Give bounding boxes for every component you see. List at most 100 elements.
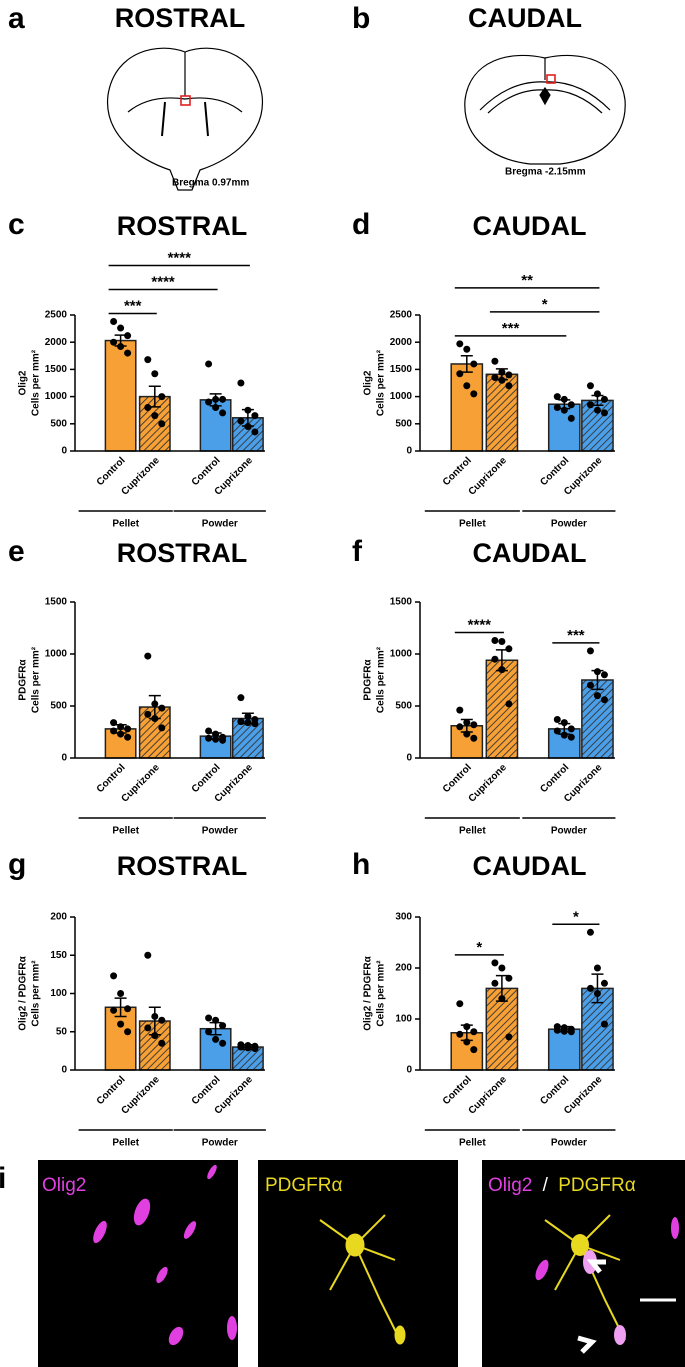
data-point bbox=[463, 1023, 471, 1031]
process bbox=[544, 1214, 626, 1341]
y-tick-label: 500 bbox=[50, 701, 67, 712]
y-tick-label: 0 bbox=[406, 753, 412, 764]
cell bbox=[227, 1316, 237, 1340]
data-point bbox=[110, 1006, 118, 1014]
data-point bbox=[244, 719, 252, 727]
data-point bbox=[124, 733, 132, 741]
data-point bbox=[463, 719, 471, 727]
panel-letter: d bbox=[352, 208, 370, 241]
data-point bbox=[237, 718, 245, 726]
data-point bbox=[117, 723, 125, 731]
data-point bbox=[110, 972, 118, 980]
data-point bbox=[593, 668, 601, 676]
cell bbox=[168, 1326, 184, 1346]
data-point bbox=[219, 1039, 227, 1047]
group-label: Powder bbox=[551, 826, 587, 837]
chart-title: ROSTRAL bbox=[117, 211, 248, 241]
bar bbox=[547, 1028, 581, 1071]
data-point bbox=[553, 403, 561, 411]
x-tick-label: Cuprizone bbox=[467, 1074, 510, 1117]
y-tick-label: 2000 bbox=[45, 337, 68, 348]
data-point bbox=[456, 706, 464, 714]
data-point bbox=[560, 406, 568, 414]
data-point bbox=[205, 734, 213, 742]
cells bbox=[535, 1214, 679, 1345]
data-point bbox=[219, 409, 227, 417]
y-tick-label: 0 bbox=[406, 1065, 412, 1076]
data-point bbox=[586, 984, 594, 992]
arrowhead bbox=[577, 1259, 606, 1354]
data-point bbox=[491, 959, 499, 967]
image bbox=[258, 1160, 458, 1367]
data-point bbox=[124, 725, 132, 733]
data-point bbox=[205, 398, 213, 406]
group-label: Pellet bbox=[459, 519, 486, 530]
bar bbox=[581, 679, 614, 759]
data-point bbox=[144, 652, 152, 660]
data-point bbox=[237, 379, 245, 387]
x-tick-label: Control bbox=[95, 762, 128, 795]
panel-letter: h bbox=[352, 848, 370, 881]
data-point bbox=[567, 401, 575, 409]
significance-label: *** bbox=[567, 627, 585, 644]
group-label: Pellet bbox=[112, 519, 139, 530]
y-axis-label: PDGFRα bbox=[363, 659, 374, 701]
x-tick-label: Control bbox=[441, 762, 474, 795]
data-point bbox=[553, 1026, 561, 1034]
data-point bbox=[567, 733, 575, 741]
brain-outline bbox=[107, 47, 263, 191]
brain-outline bbox=[464, 54, 626, 165]
bar bbox=[450, 363, 484, 452]
data-point bbox=[600, 696, 608, 704]
y-tick-label: 500 bbox=[50, 418, 67, 429]
data-point bbox=[491, 636, 499, 644]
data-point bbox=[117, 324, 125, 332]
group-label: Powder bbox=[202, 519, 238, 530]
data-point bbox=[151, 1032, 159, 1040]
y-tick-label: 300 bbox=[395, 912, 412, 923]
x-tick-label: Control bbox=[538, 762, 571, 795]
data-point bbox=[498, 368, 506, 376]
significance-label: *** bbox=[124, 297, 142, 314]
data-point bbox=[110, 338, 118, 346]
data-point bbox=[463, 345, 471, 353]
data-point bbox=[593, 692, 601, 700]
x-tick-label: Control bbox=[538, 1074, 571, 1107]
data-point bbox=[219, 736, 227, 744]
data-point bbox=[244, 1044, 252, 1052]
cell bbox=[156, 1266, 168, 1284]
data-point bbox=[244, 406, 252, 414]
cells bbox=[319, 1214, 406, 1345]
panel-letter: a bbox=[8, 2, 25, 35]
data-point bbox=[212, 1016, 220, 1024]
chart-title: CAUDAL bbox=[473, 851, 587, 881]
data-point bbox=[244, 712, 252, 720]
data-point bbox=[124, 349, 132, 357]
y-axis-label: PDGFRα bbox=[18, 659, 29, 701]
data-point bbox=[110, 719, 118, 727]
significance-label: ** bbox=[521, 272, 533, 289]
data-point bbox=[505, 700, 513, 708]
significance-label: * bbox=[573, 908, 579, 925]
data-point bbox=[560, 395, 568, 403]
process bbox=[319, 1214, 401, 1341]
panel-letter: b bbox=[352, 2, 370, 35]
bar bbox=[485, 373, 519, 452]
y-tick-label: 0 bbox=[406, 446, 412, 457]
data-point bbox=[237, 1043, 245, 1051]
data-point bbox=[237, 694, 245, 702]
data-point bbox=[158, 704, 166, 712]
y-tick-label: 1000 bbox=[45, 649, 68, 660]
y-axis-label: Olig2 / PDGFRα bbox=[363, 955, 374, 1030]
panel-letter: c bbox=[8, 208, 25, 241]
merge-part: Olig2 bbox=[488, 1175, 532, 1196]
bregma-label: Bregma -2.15mm bbox=[505, 167, 586, 178]
data-point bbox=[553, 393, 561, 401]
y-tick-label: 500 bbox=[395, 701, 412, 712]
data-point bbox=[560, 1027, 568, 1035]
significance-label: **** bbox=[151, 273, 175, 290]
data-point bbox=[470, 390, 478, 398]
data-point bbox=[144, 1024, 152, 1032]
group-label: Pellet bbox=[112, 1138, 139, 1149]
data-point bbox=[158, 1016, 166, 1024]
